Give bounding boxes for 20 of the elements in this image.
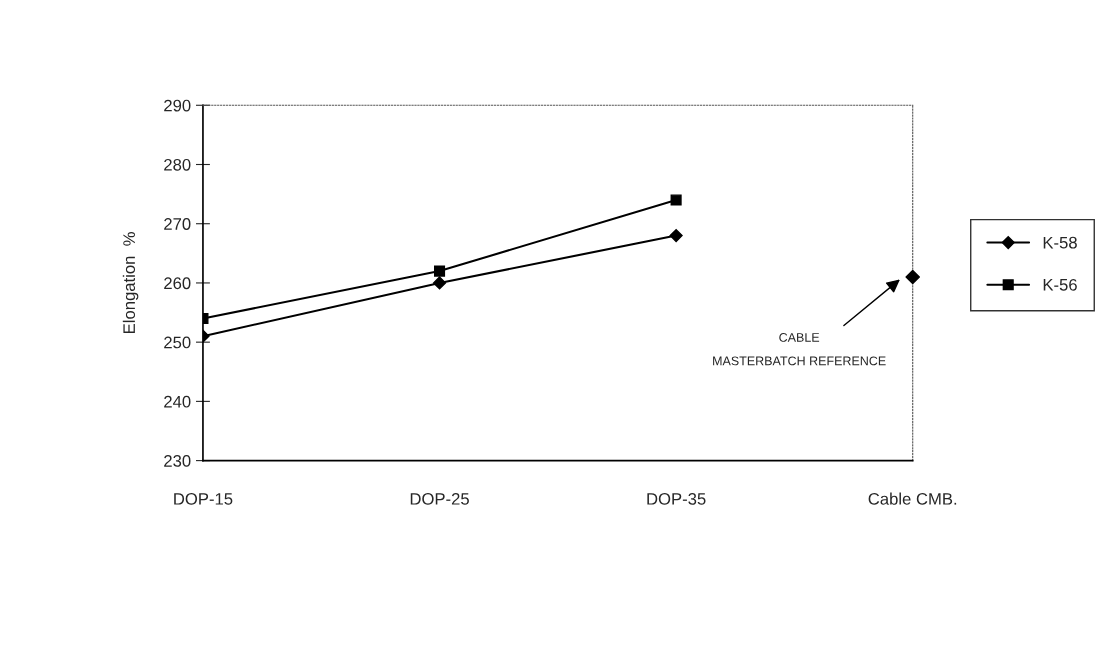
point xyxy=(905,269,920,285)
annotation: CABLE MASTERBATCH REFERENCE xyxy=(713,333,886,366)
y-tick-label: 280 xyxy=(164,158,191,171)
y-tick-label: 290 xyxy=(164,99,191,112)
y-tick-label: 270 xyxy=(164,218,191,230)
point xyxy=(433,265,446,277)
x-tick-label: DOP-35 xyxy=(647,492,706,505)
point xyxy=(670,194,682,206)
y-axis-title: Elongation % xyxy=(122,232,139,333)
legend-label: K-56 xyxy=(1043,278,1077,291)
y-tick-label: 240 xyxy=(164,395,191,408)
y-tick-label: 230 xyxy=(164,455,191,467)
x-tick-label: DOP-25 xyxy=(410,492,469,505)
y-tick-label: 260 xyxy=(164,277,191,290)
y-tick-label: 250 xyxy=(164,336,191,349)
x-tick-label: Cable CMB. xyxy=(868,492,957,505)
legend-label: K-58 xyxy=(1043,236,1077,249)
x-tick-label: DOP-15 xyxy=(174,492,233,505)
point xyxy=(669,228,683,243)
point xyxy=(432,276,447,290)
